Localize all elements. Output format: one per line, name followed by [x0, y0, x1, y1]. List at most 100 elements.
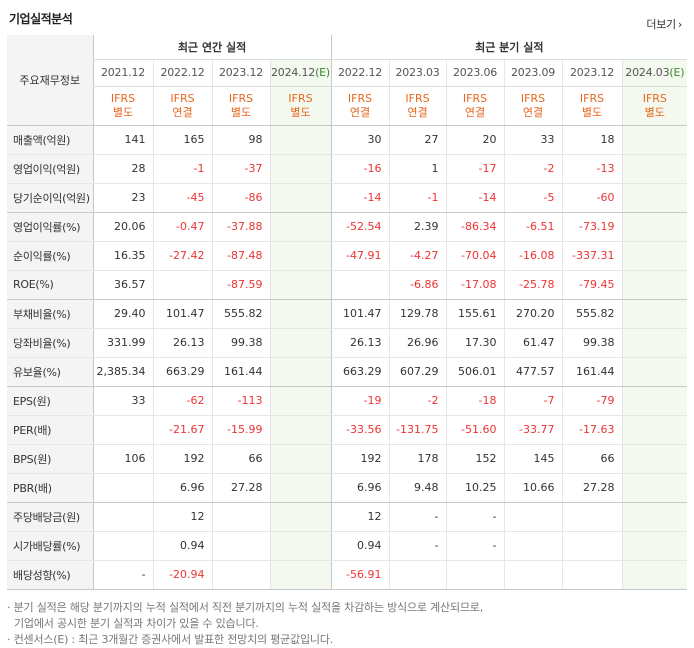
table-cell: 101.47: [152, 299, 212, 329]
quarter-group-header: 최근 분기 실적: [330, 35, 688, 60]
table-cell: [621, 299, 688, 329]
ifrs-basis-header: IFRS 별도: [211, 86, 270, 126]
row-label: 부채비율(%): [7, 299, 93, 329]
basis-label: 별도: [230, 105, 252, 119]
table-cell: 9.48: [388, 473, 447, 503]
table-cell: -21.67: [152, 415, 212, 445]
table-cell: -20.94: [152, 560, 212, 590]
table-cell: [621, 212, 688, 242]
basis-label: 연결: [349, 105, 371, 119]
row-label: PER(배): [7, 415, 93, 445]
table-cell: 506.01: [445, 357, 505, 387]
table-cell: 23: [92, 183, 153, 213]
table-cell: -17.63: [561, 415, 623, 445]
table-cell: [269, 241, 332, 271]
table-cell: 0.94: [152, 531, 212, 561]
chevron-right-icon: ›: [677, 18, 682, 31]
ifrs-basis-header: IFRS 별도: [561, 86, 623, 126]
table-cell: 555.82: [211, 299, 270, 329]
table-cell: [269, 270, 332, 300]
table-cell: -18: [445, 386, 505, 416]
table-cell: [269, 357, 332, 387]
table-cell: [269, 560, 332, 590]
table-cell: 33: [92, 386, 153, 416]
table-cell: [92, 473, 153, 503]
table-cell: -: [388, 502, 447, 532]
row-label: 유보율(%): [7, 357, 93, 387]
footnote-1: · 분기 실적은 해당 분기까지의 누적 실적에서 직전 분기까지의 누적 실적…: [7, 601, 484, 614]
table-cell: -86.34: [445, 212, 505, 242]
table-cell: 66: [561, 444, 623, 474]
basis-label: 연결: [464, 105, 486, 119]
table-row: 당좌비율(%) 331.99 26.13 99.38 26.13 26.96 17.30 61…: [7, 328, 688, 358]
table-cell: -14: [330, 183, 390, 213]
table-cell: [621, 560, 688, 590]
table-cell: -33.56: [330, 415, 390, 445]
table-cell: -14: [445, 183, 505, 213]
ifrs-label: IFRS: [520, 91, 546, 105]
table-cell: 145: [503, 444, 563, 474]
table-cell: 607.29: [388, 357, 447, 387]
table-cell: [621, 415, 688, 445]
table-cell: -70.04: [445, 241, 505, 271]
table-cell: [92, 502, 153, 532]
table-row: 매출액(억원) 141 165 98 30 27 20 33 18: [7, 125, 688, 155]
table-cell: -: [388, 531, 447, 561]
table-cell: [269, 299, 332, 329]
table-cell: [621, 125, 688, 155]
ifrs-basis-header: IFRS 연결: [330, 86, 390, 126]
financial-table: 주요재무정보 최근 연간 실적 최근 분기 실적 2021.12 2022.12 2…: [7, 35, 688, 590]
basis-label: 연결: [407, 105, 428, 119]
table-cell: 192: [330, 444, 390, 474]
table-cell: -87.48: [211, 241, 270, 271]
table-cell: -19: [330, 386, 390, 416]
table-cell: [92, 531, 153, 561]
table-row: EPS(원) 33 -62 -113 -19 -2 -18 -7 -79: [7, 386, 688, 416]
table-cell: 161.44: [561, 357, 623, 387]
table-cell: [211, 560, 270, 590]
ifrs-label: IFRS: [642, 91, 667, 105]
table-cell: 6.96: [152, 473, 212, 503]
more-label: 더보기: [646, 18, 676, 31]
table-cell: [388, 560, 447, 590]
table-cell: 98: [211, 125, 270, 155]
table-cell: 66: [211, 444, 270, 474]
more-link[interactable]: 더보기 ›: [646, 16, 682, 32]
table-cell: 331.99: [92, 328, 153, 358]
table-cell: 27.28: [561, 473, 623, 503]
table-cell: [621, 241, 688, 271]
row-label: ROE(%): [7, 270, 93, 300]
basis-label: 연결: [522, 105, 544, 119]
table-cell: -27.42: [152, 241, 212, 271]
table-cell: 27: [388, 125, 447, 155]
table-cell: -17.08: [445, 270, 505, 300]
table-cell: -: [92, 560, 153, 590]
table-cell: -52.54: [330, 212, 390, 242]
table-cell: [445, 560, 505, 590]
table-cell: [503, 502, 563, 532]
row-label: 영업이익률(%): [7, 212, 93, 242]
table-cell: 61.47: [503, 328, 563, 358]
table-cell: 99.38: [211, 328, 270, 358]
table-cell: -33.77: [503, 415, 563, 445]
table-cell: -13: [561, 154, 623, 184]
table-cell: 99.38: [561, 328, 623, 358]
table-row: 주당배당금(원) 12 12- -: [7, 502, 688, 532]
table-cell: 10.25: [445, 473, 505, 503]
table-cell: 152: [445, 444, 505, 474]
table-cell: [269, 183, 332, 213]
table-cell: [503, 560, 563, 590]
table-cell: [152, 270, 212, 300]
table-cell: [269, 125, 332, 155]
annual-group-header: 최근 연간 실적: [92, 35, 332, 60]
ifrs-label: IFRS: [110, 91, 136, 105]
table-cell: -79.45: [561, 270, 623, 300]
table-cell: [269, 386, 332, 416]
table-cell: -60: [561, 183, 623, 213]
table-cell: 101.47: [330, 299, 390, 329]
table-cell: [269, 531, 332, 561]
ifrs-label: IFRS: [288, 91, 313, 105]
table-cell: 129.78: [388, 299, 447, 329]
table-row: 영업이익(억원) 28 -1 -37 -16 1 -17 -2 -13: [7, 154, 688, 184]
period-header: 2023.03: [388, 59, 447, 87]
